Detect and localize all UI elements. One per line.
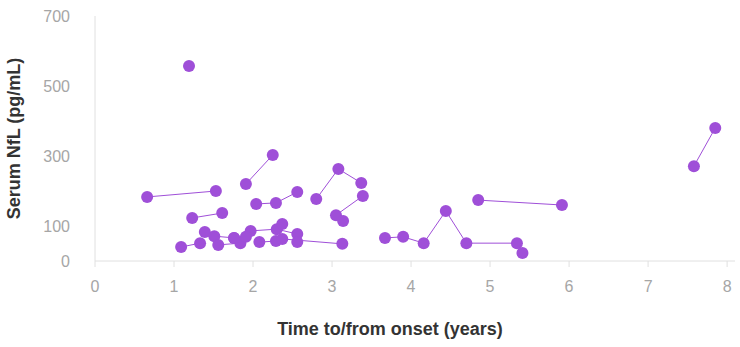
data-point bbox=[332, 163, 344, 175]
x-tick-label: 8 bbox=[723, 278, 732, 295]
data-point bbox=[516, 247, 528, 259]
x-tick bbox=[727, 261, 728, 267]
data-point bbox=[194, 237, 206, 249]
series-line bbox=[147, 191, 216, 197]
data-point bbox=[310, 193, 322, 205]
y-tick-label: 300 bbox=[43, 148, 70, 165]
plot-area bbox=[141, 60, 721, 259]
data-point bbox=[291, 236, 303, 248]
x-tick-label: 0 bbox=[91, 278, 100, 295]
data-point bbox=[216, 207, 228, 219]
y-tick-label: 0 bbox=[61, 253, 70, 270]
y-axis-title: Serum NfL (pg/mL) bbox=[4, 58, 24, 220]
x-tick-label: 5 bbox=[486, 278, 495, 295]
chart: 0 1 2 3 4 5 6 7 8 0 100 300 500 700 Time to/from onset… bbox=[0, 0, 740, 347]
x-tick-label: 2 bbox=[249, 278, 258, 295]
data-point bbox=[240, 231, 252, 243]
data-point bbox=[276, 218, 288, 230]
series-line bbox=[385, 211, 522, 253]
data-point bbox=[357, 190, 369, 202]
data-point bbox=[440, 205, 452, 217]
data-point bbox=[291, 186, 303, 198]
x-tick-label: 6 bbox=[565, 278, 574, 295]
series-line bbox=[694, 128, 715, 166]
data-point bbox=[250, 198, 262, 210]
data-point bbox=[267, 149, 279, 161]
data-point bbox=[472, 194, 484, 206]
data-point bbox=[379, 232, 391, 244]
data-point bbox=[336, 238, 348, 250]
x-tick bbox=[648, 261, 649, 267]
x-tick-label: 3 bbox=[328, 278, 337, 295]
data-point bbox=[688, 160, 700, 172]
x-axis-line bbox=[95, 261, 735, 262]
series-line bbox=[478, 200, 562, 205]
data-point bbox=[175, 241, 187, 253]
x-tick bbox=[95, 261, 96, 267]
y-axis-line bbox=[95, 16, 96, 261]
x-tick bbox=[174, 261, 175, 267]
x-tick bbox=[411, 261, 412, 267]
x-tick-label: 4 bbox=[407, 278, 416, 295]
data-point bbox=[276, 233, 288, 245]
y-tick-label: 700 bbox=[43, 8, 70, 25]
x-tick bbox=[332, 261, 333, 267]
x-tick bbox=[253, 261, 254, 267]
data-point bbox=[186, 212, 198, 224]
x-tick bbox=[490, 261, 491, 267]
data-point bbox=[183, 60, 195, 72]
series-line bbox=[282, 239, 342, 244]
data-point bbox=[337, 215, 349, 227]
data-point bbox=[212, 239, 224, 251]
data-point bbox=[418, 237, 430, 249]
data-point bbox=[709, 122, 721, 134]
data-point bbox=[228, 232, 240, 244]
data-point bbox=[210, 185, 222, 197]
data-point bbox=[141, 191, 153, 203]
data-point bbox=[556, 199, 568, 211]
data-point bbox=[240, 178, 252, 190]
data-point bbox=[228, 232, 240, 244]
x-tick bbox=[569, 261, 570, 267]
data-point bbox=[397, 231, 409, 243]
data-point bbox=[270, 197, 282, 209]
x-tick-label: 1 bbox=[170, 278, 179, 295]
y-tick-label: 500 bbox=[43, 78, 70, 95]
x-axis-title: Time to/from onset (years) bbox=[277, 319, 503, 339]
data-point bbox=[460, 237, 472, 249]
y-tick-label: 100 bbox=[43, 218, 70, 235]
x-tick-label: 7 bbox=[644, 278, 653, 295]
data-point bbox=[355, 177, 367, 189]
data-point bbox=[253, 236, 265, 248]
